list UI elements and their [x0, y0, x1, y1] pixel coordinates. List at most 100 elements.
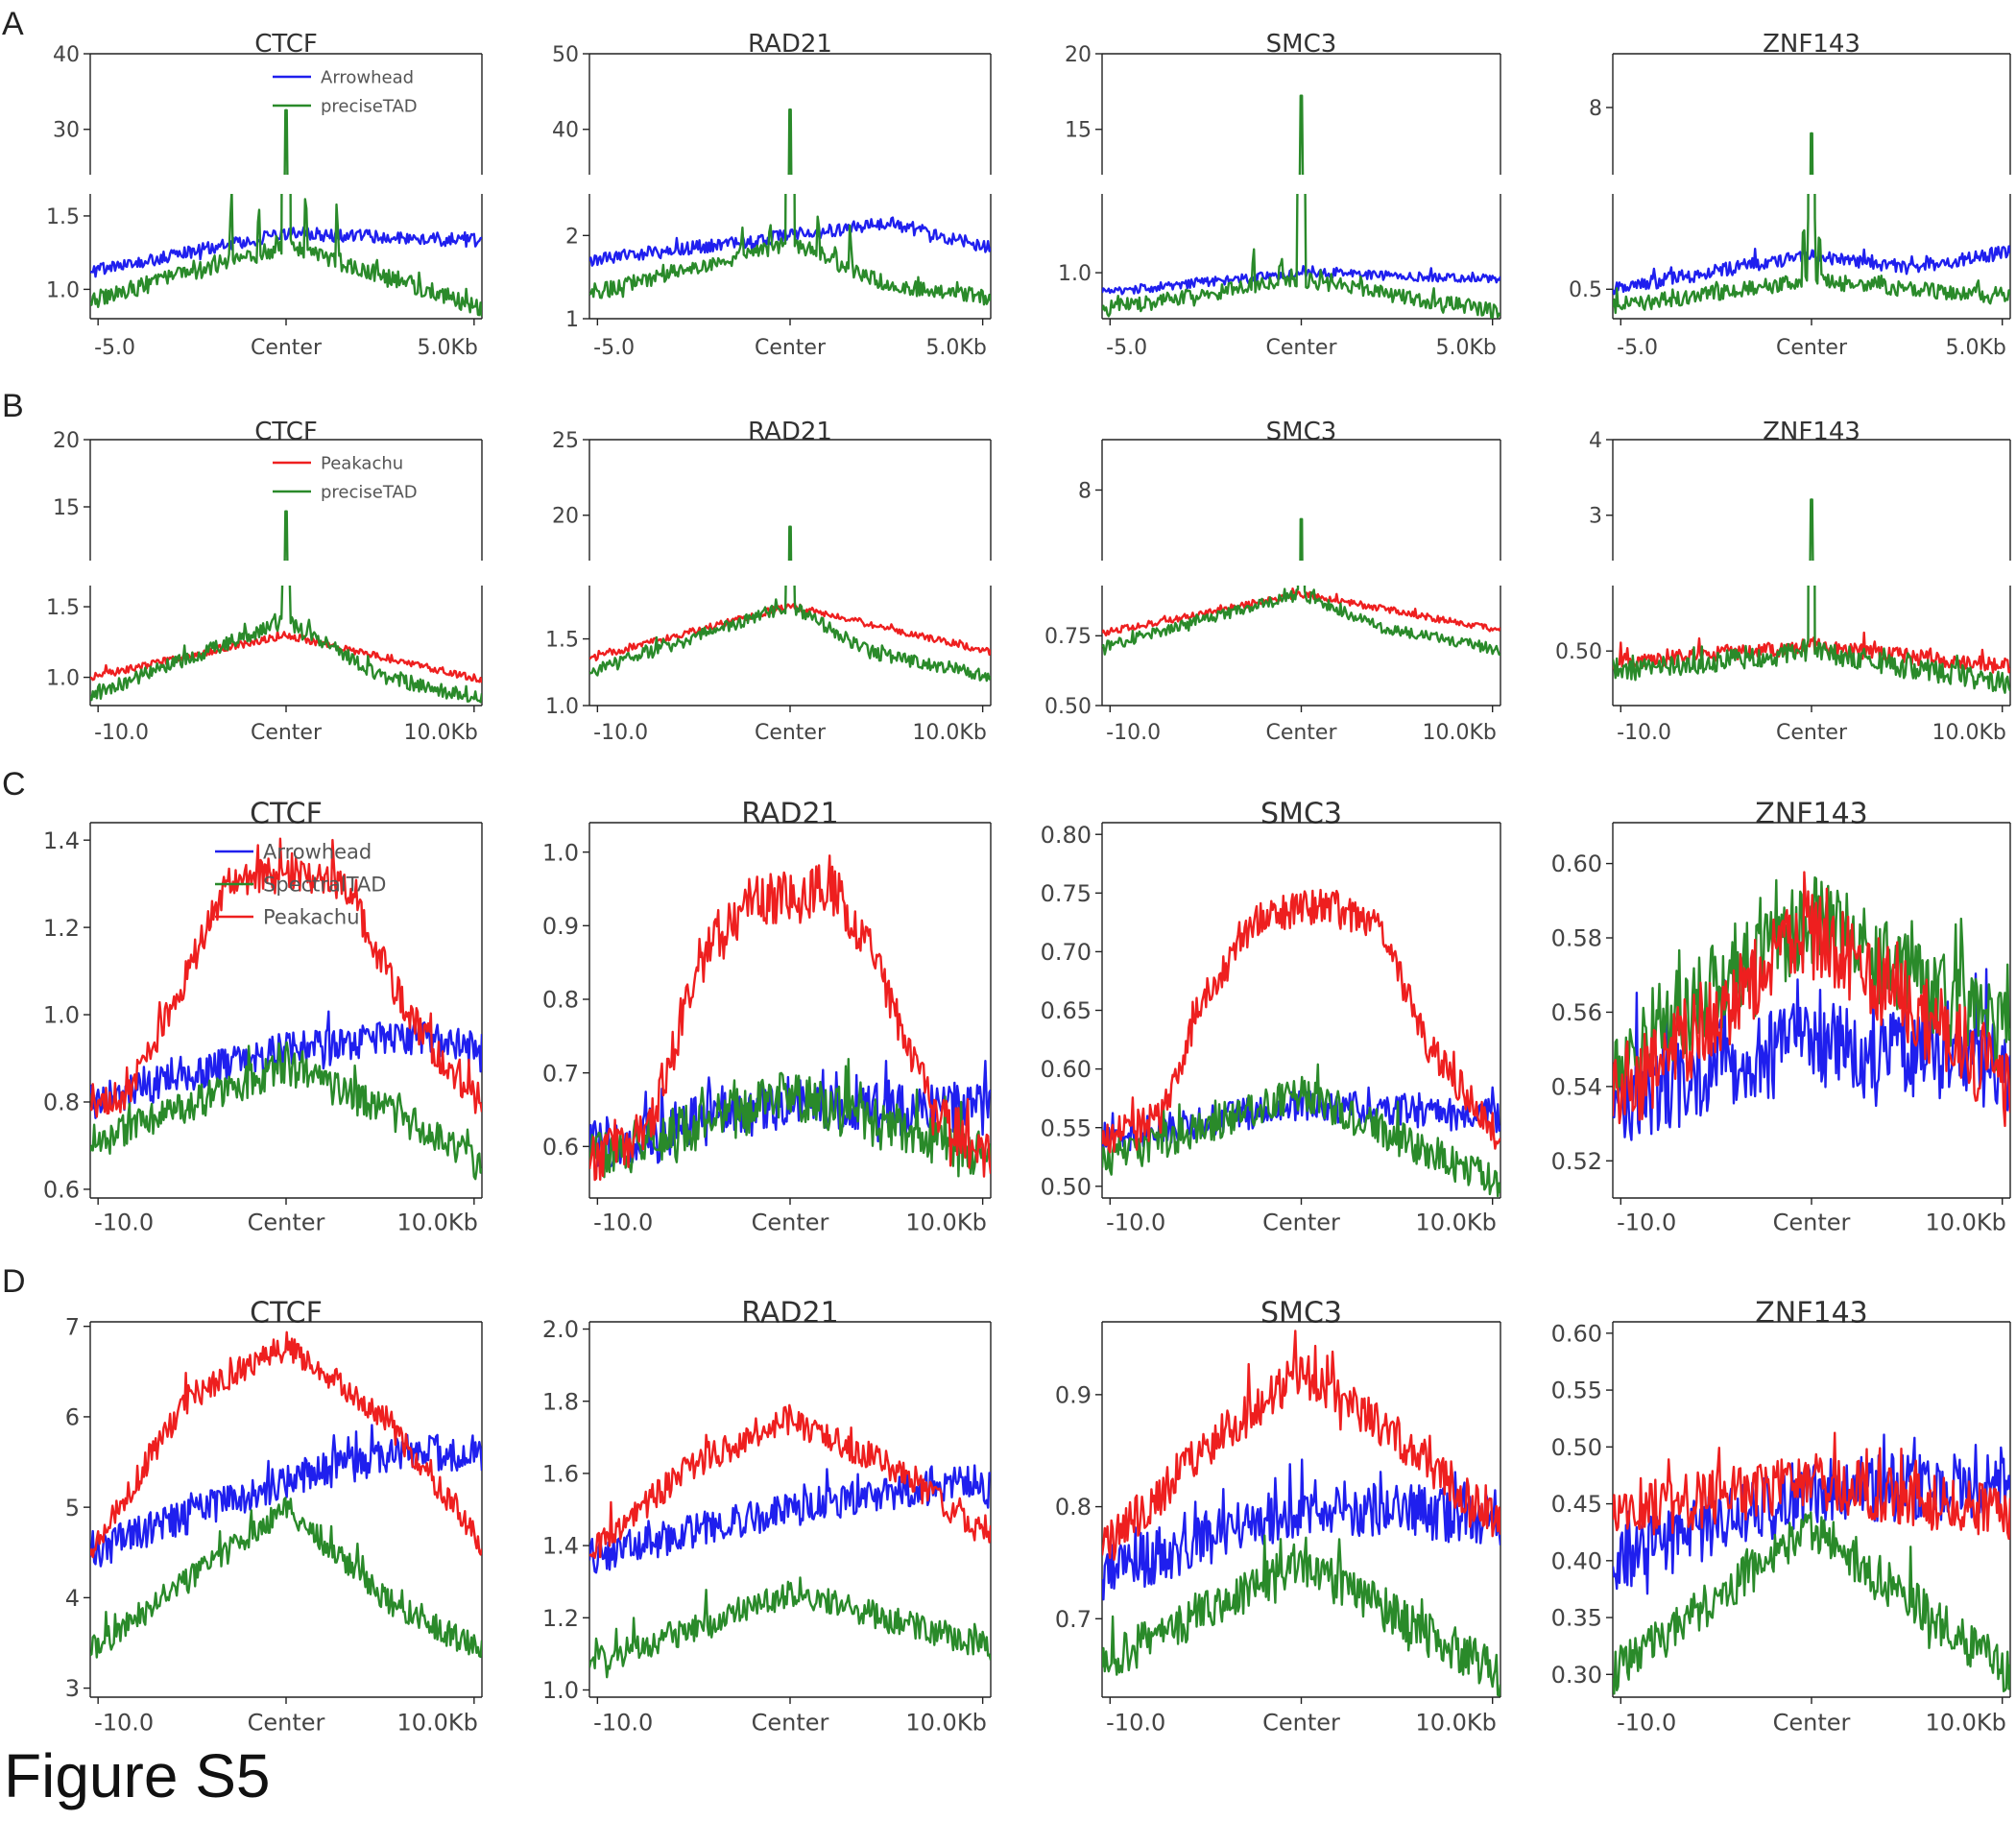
chart-a-ctcf-upper-axes [89, 53, 483, 175]
series-line-precisetad [1613, 586, 2010, 694]
series-line-precisetad [1809, 132, 1814, 175]
chart-d-rad21-title: RAD21 [741, 1297, 838, 1330]
legend-label-precisetad: preciseTAD [321, 482, 418, 502]
figure-caption: Figure S5 [4, 1741, 271, 1810]
chart-a-ctcf-lower-ytick-label: 1.0 [46, 278, 80, 302]
chart-b-ctcf-lower-ytick-label: 1.0 [46, 667, 80, 691]
panel-letter-d: D [2, 1263, 26, 1300]
series-line-spectraltad [1613, 875, 2010, 1098]
series-line-precisetad [1298, 94, 1305, 175]
series-line-spectraltad [1102, 1534, 1500, 1697]
chart-c-ctcf: CTCF 0.6 0.8 1.0 1.2 1.4 -10.0 Center 10.0Kb Arro… [43, 798, 483, 1236]
chart-b-ctcf-upper-ytick-label: 15 [53, 496, 80, 520]
series-line-precisetad [589, 194, 991, 306]
series-line-peakachu [1102, 848, 1500, 855]
chart-b-rad21-title: RAD21 [748, 418, 832, 446]
chart-c-smc3-ytick-label: 0.65 [1041, 997, 1092, 1024]
chart-b-smc3: SMC3 8 0.50 0.75 -10.0 Center 10.0Kb [1044, 418, 1501, 855]
panel-letter-a: A [2, 6, 24, 42]
chart-c-smc3-ytick-label: 0.60 [1041, 1056, 1092, 1083]
chart-a-smc3-upper-ytick-label: 20 [1065, 43, 1092, 67]
series-line-peakachu [90, 1330, 482, 1559]
chart-c-rad21-xtick-label: 10.0Kb [905, 1210, 986, 1236]
series-line-precisetad [90, 194, 482, 317]
chart-c-znf143-ytick-label: 0.52 [1551, 1148, 1602, 1175]
chart-d-znf143: ZNF143 0.30 0.35 0.40 0.45 0.50 0.55 0.60 -10.0 C… [1551, 1297, 2011, 1737]
chart-a-ctcf-xtick-label: 5.0Kb [418, 336, 478, 360]
chart-b-rad21-xtick-label: 10.0Kb [912, 721, 986, 745]
series-line-precisetad [589, 586, 991, 683]
chart-a-ctcf-upper-ytick-label: 40 [53, 43, 80, 67]
chart-b-znf143-xtick-label: -10.0 [1617, 721, 1671, 745]
chart-c-rad21-ytick-label: 0.8 [542, 987, 579, 1014]
legend-label-peakachu: Peakachu [263, 906, 360, 929]
chart-c-rad21-xtick-label: Center [752, 1210, 829, 1236]
chart-d-rad21-xtick-label: Center [752, 1710, 829, 1737]
legend-label-precisetad: preciseTAD [321, 96, 418, 116]
series-line-peakachu [1613, 871, 2010, 1128]
chart-c-rad21-xtick-label: -10.0 [593, 1210, 653, 1236]
legend-label-arrowhead: Arrowhead [263, 841, 372, 864]
chart-d-smc3-xtick-label: 10.0Kb [1415, 1710, 1496, 1737]
series-line-precisetad [90, 586, 482, 704]
chart-d-znf143-ytick-label: 0.55 [1551, 1378, 1602, 1404]
chart-a-smc3-xtick-label: -5.0 [1106, 336, 1147, 360]
chart-c-rad21: RAD21 0.6 0.7 0.8 0.9 1.0 -10.0 Center 10.0Kb [542, 798, 992, 1236]
chart-d-ctcf-xtick-label: 10.0Kb [396, 1710, 477, 1737]
chart-c-ctcf-xtick-label: -10.0 [94, 1210, 154, 1236]
chart-b-smc3-xtick-label: Center [1265, 721, 1337, 745]
series-line-precisetad [1102, 586, 1500, 657]
chart-b-ctcf: CTCF 15 20 1.0 1.5 -10.0 Center 10.0Kb Peakachu p… [46, 418, 483, 745]
chart-a-rad21-upper-axes [588, 53, 992, 175]
chart-b-smc3-upper-axes [1101, 439, 1501, 561]
legend-label-spectraltad: SpectralTAD [263, 874, 386, 897]
chart-b-rad21-lower-ytick-label: 1.0 [545, 695, 579, 719]
chart-d-smc3-ytick-label: 0.9 [1055, 1382, 1092, 1409]
series-line-arrowhead [1613, 1433, 2010, 1595]
chart-a-ctcf-lower-ytick-label: 1.5 [46, 205, 80, 229]
chart-c-znf143-xtick-label: -10.0 [1617, 1210, 1676, 1236]
chart-b-znf143-xtick-label: Center [1776, 721, 1848, 745]
chart-a-znf143-upper-ytick-label: 8 [1589, 97, 1602, 121]
chart-d-rad21-ytick-label: 1.2 [542, 1605, 579, 1632]
chart-c-ctcf-xtick-label: 10.0Kb [396, 1210, 477, 1236]
chart-d-znf143-ytick-label: 0.50 [1551, 1434, 1602, 1461]
chart-b-znf143-lower-axes [1612, 586, 2011, 707]
series-line-arrowhead [1102, 1086, 1500, 1153]
series-line-precisetad [1809, 498, 1814, 561]
chart-c-smc3-ytick-label: 0.50 [1041, 1173, 1092, 1200]
chart-a-znf143-lower-ytick-label: 0.5 [1569, 278, 1602, 302]
chart-b-smc3-lower-axes [1101, 586, 1501, 707]
chart-b-rad21-upper-axes [588, 439, 992, 561]
chart-c-ctcf-ytick-label: 1.0 [43, 1002, 80, 1029]
chart-a-rad21-upper-ytick-label: 50 [552, 43, 579, 67]
chart-d-znf143-ytick-label: 0.60 [1551, 1320, 1602, 1347]
chart-a-znf143-xtick-label: -5.0 [1617, 336, 1658, 360]
chart-d-ctcf-xtick-label: -10.0 [94, 1710, 154, 1737]
chart-b-rad21-lower-ytick-label: 1.5 [545, 628, 579, 652]
chart-a-smc3-upper-axes [1101, 53, 1501, 175]
chart-c-rad21-ytick-label: 0.6 [542, 1134, 579, 1161]
chart-d-rad21-ytick-label: 1.6 [542, 1461, 579, 1488]
chart-b-ctcf-xtick-label: 10.0Kb [404, 721, 478, 745]
chart-b-ctcf-xtick-label: Center [251, 721, 323, 745]
chart-b-ctcf-upper-axes [89, 439, 483, 561]
chart-d-ctcf-ytick-label: 4 [65, 1585, 80, 1612]
chart-d-znf143-ytick-label: 0.30 [1551, 1662, 1602, 1689]
chart-d-rad21-ytick-label: 1.4 [542, 1533, 579, 1560]
chart-c-smc3-ytick-label: 0.80 [1041, 822, 1092, 849]
chart-a-znf143-xtick-label: Center [1776, 336, 1848, 360]
chart-b-rad21-xtick-label: -10.0 [593, 721, 648, 745]
chart-b-znf143-upper-ytick-label: 3 [1589, 505, 1602, 529]
chart-c-znf143-ytick-label: 0.56 [1551, 999, 1602, 1026]
chart-b-ctcf-title: CTCF [254, 418, 318, 446]
chart-d-znf143-ytick-label: 0.40 [1551, 1547, 1602, 1574]
chart-a-rad21-xtick-label: -5.0 [593, 336, 635, 360]
chart-c-smc3-xtick-label: -10.0 [1106, 1210, 1165, 1236]
chart-c-znf143-xtick-label: Center [1773, 1210, 1851, 1236]
chart-b-smc3-lower-ytick-label: 0.75 [1044, 625, 1092, 649]
